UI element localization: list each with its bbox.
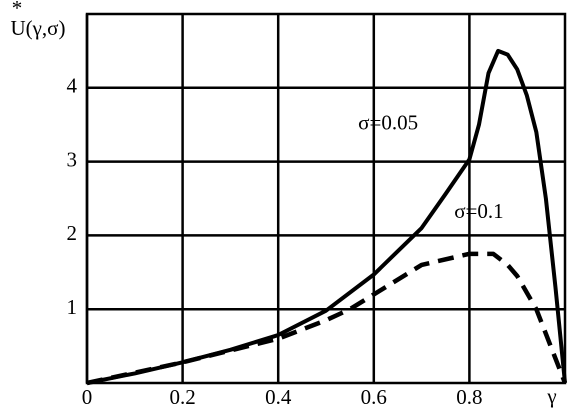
y-tick-label: 3	[67, 147, 78, 171]
x-tick-label: 0.6	[361, 385, 387, 409]
line-series	[86, 251, 568, 386]
x-axis-label: γ	[546, 384, 556, 408]
series-label: σ=0.05	[358, 111, 418, 135]
x-tick-label: 0	[82, 385, 93, 409]
y-axis-label-mark: *	[12, 0, 23, 20]
y-axis-label: U(γ,σ)	[10, 16, 65, 40]
y-tick-label: 4	[67, 74, 78, 98]
x-tick-label: 0.8	[456, 385, 482, 409]
y-tick-label: 2	[67, 221, 78, 245]
series-label: σ=0.1	[454, 199, 503, 223]
y-tick-label: 1	[67, 295, 78, 319]
x-tick-label: 0.2	[169, 385, 195, 409]
x-tick-label: 0.4	[265, 385, 292, 409]
